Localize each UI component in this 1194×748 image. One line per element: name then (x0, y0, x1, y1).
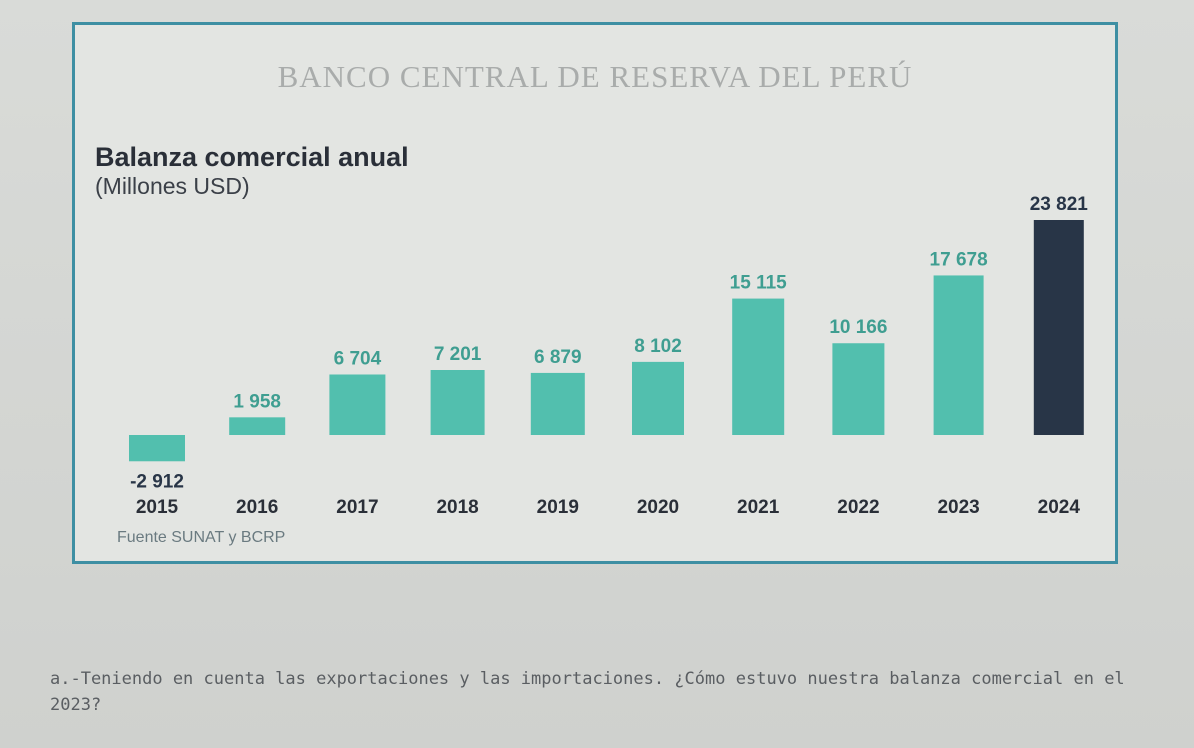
value-label-2022: 10 166 (829, 317, 887, 338)
x-tick-2018: 2018 (436, 497, 478, 518)
value-label-2023: 17 678 (930, 249, 988, 270)
bar-2020 (632, 361, 684, 435)
bar-2018 (430, 370, 485, 435)
bar-2021 (732, 298, 785, 435)
bar-chart: -2 912 2015 1 958 2016 6 704 2017 7 201 2018 6 8… (129, 194, 1089, 518)
bank-name-watermark: BANCO CENTRAL DE RESERVA DEL PERÚ (277, 59, 913, 94)
chart-frame: BANCO CENTRAL DE RESERVA DEL PERÚ Balanz… (72, 22, 1118, 564)
chart-title: Balanza comercial anual (95, 142, 409, 172)
bar-2016 (229, 417, 286, 435)
x-tick-2024: 2024 (1038, 497, 1081, 518)
bar-2024 (1033, 220, 1084, 435)
bar-2017 (329, 374, 386, 435)
x-tick-2015: 2015 (136, 497, 179, 518)
x-tick-2020: 2020 (637, 497, 679, 518)
x-tick-2023: 2023 (937, 497, 979, 518)
chart-subtitle: (Millones USD) (95, 173, 250, 199)
x-tick-2021: 2021 (737, 497, 780, 518)
x-tick-2022: 2022 (837, 497, 879, 518)
value-label-2020: 8 102 (634, 336, 682, 357)
bar-2015 (129, 435, 185, 462)
value-label-2024: 23 821 (1030, 194, 1089, 215)
value-label-2016: 1 958 (233, 391, 281, 412)
bar-2023 (933, 275, 984, 435)
value-label-2021: 15 115 (730, 273, 787, 294)
value-label-2017: 6 704 (334, 348, 382, 369)
value-label-2019: 6 879 (534, 347, 582, 368)
bar-2022 (832, 343, 885, 435)
x-tick-2016: 2016 (236, 497, 278, 518)
question-text: a.-Teniendo en cuenta las exportaciones … (50, 669, 1125, 715)
bar-2019 (530, 372, 585, 435)
value-label-2015: -2 912 (130, 471, 184, 492)
x-tick-2017: 2017 (336, 497, 378, 518)
x-tick-2019: 2019 (537, 497, 579, 518)
source-note: Fuente SUNAT y BCRP (117, 529, 286, 546)
value-label-2018: 7 201 (434, 344, 482, 365)
